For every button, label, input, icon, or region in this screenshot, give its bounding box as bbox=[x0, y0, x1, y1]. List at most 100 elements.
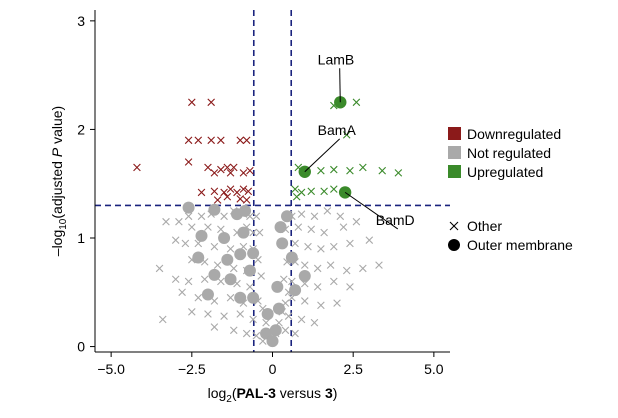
point-down-cross bbox=[188, 98, 196, 107]
cross-stroke bbox=[249, 228, 257, 237]
point-up-cross bbox=[330, 185, 338, 193]
cross-stroke bbox=[133, 163, 141, 172]
cross-stroke bbox=[352, 98, 361, 107]
point-down-cross bbox=[197, 188, 206, 197]
point-notreg-cross bbox=[313, 264, 322, 273]
point-notreg-cross bbox=[171, 275, 180, 284]
cross-stroke bbox=[239, 299, 248, 307]
point-notreg-cross bbox=[326, 261, 335, 269]
cross-stroke bbox=[204, 163, 212, 172]
point-notreg-cross bbox=[288, 277, 296, 286]
cross-stroke bbox=[259, 304, 267, 313]
annotation-lamb: LamB bbox=[318, 51, 354, 103]
point-notreg-circle bbox=[247, 291, 260, 304]
point-notreg-cross bbox=[246, 283, 254, 291]
cross-stroke bbox=[342, 131, 351, 139]
cross-stroke bbox=[294, 223, 303, 231]
point-notreg-cross bbox=[310, 212, 319, 221]
y-tick-label: 2 bbox=[77, 121, 85, 137]
point-notreg-circle bbox=[237, 226, 250, 239]
cross-stroke bbox=[226, 185, 235, 193]
cross-stroke bbox=[184, 277, 193, 286]
cross-stroke bbox=[291, 239, 299, 248]
cross-stroke bbox=[294, 163, 303, 172]
cross-stroke bbox=[244, 187, 253, 196]
point-notreg-cross bbox=[210, 323, 219, 331]
point-notreg-cross bbox=[178, 288, 186, 297]
cross-stroke bbox=[200, 275, 209, 284]
cross-stroke bbox=[394, 169, 403, 177]
point-notreg-circle bbox=[285, 251, 298, 264]
point-down-cross bbox=[236, 136, 245, 145]
point-notreg-circle bbox=[195, 229, 208, 242]
point-notreg-cross bbox=[330, 277, 338, 286]
annotation-leader bbox=[344, 191, 399, 230]
cross-stroke bbox=[162, 217, 170, 226]
cross-stroke bbox=[280, 275, 288, 284]
cross-stroke bbox=[246, 283, 254, 291]
cross-stroke bbox=[255, 228, 264, 237]
cross-stroke bbox=[171, 275, 180, 284]
point-notreg-cross bbox=[249, 228, 257, 237]
legend-circle bbox=[448, 239, 460, 251]
legend-item-downregulated: Downregulated bbox=[448, 126, 561, 142]
cross-stroke bbox=[242, 136, 251, 145]
point-notreg-circle bbox=[274, 221, 287, 234]
point-notreg-circle bbox=[218, 232, 231, 244]
cross-stroke bbox=[246, 212, 254, 221]
point-notreg-cross bbox=[217, 225, 225, 234]
point-up-cross bbox=[307, 187, 316, 196]
point-notreg-cross bbox=[188, 223, 196, 231]
point-up-cross bbox=[330, 165, 338, 174]
cross-stroke bbox=[226, 245, 235, 253]
point-up-cross bbox=[317, 166, 325, 175]
cross-stroke bbox=[217, 225, 225, 234]
point-notreg-cross bbox=[188, 308, 196, 316]
point-down-cross bbox=[239, 185, 248, 193]
cross-stroke bbox=[352, 217, 361, 226]
cross-stroke bbox=[342, 266, 351, 275]
point-notreg-cross bbox=[204, 310, 212, 318]
cross-stroke bbox=[158, 315, 167, 324]
cross-stroke bbox=[220, 312, 228, 320]
x-tick-label: 5.0 bbox=[424, 361, 444, 377]
cross-stroke bbox=[242, 329, 251, 338]
point-notreg-circle bbox=[182, 201, 195, 214]
cross-stroke bbox=[281, 326, 290, 335]
cross-stroke bbox=[288, 277, 296, 286]
y-axis-title: –log10(adjusted P value) bbox=[49, 106, 69, 256]
annotation-bama: BamA bbox=[304, 122, 356, 173]
cross-stroke bbox=[320, 228, 328, 237]
point-notreg-circle bbox=[243, 264, 256, 277]
y-tick-label: 1 bbox=[77, 230, 85, 246]
cross-stroke bbox=[310, 318, 319, 327]
point-down-cross bbox=[184, 158, 193, 166]
cross-stroke bbox=[307, 225, 316, 234]
point-notreg-cross bbox=[317, 301, 325, 310]
point-notreg-cross bbox=[317, 245, 325, 253]
cross-stroke bbox=[330, 242, 338, 251]
cross-stroke bbox=[194, 136, 203, 145]
cross-stroke bbox=[217, 165, 225, 174]
legend-item-upregulated: Upregulated bbox=[448, 164, 543, 180]
axes: −5.0 −2.5 0 2.5 5.0 0 1 2 3 log2(PAL-3 versus 3) –… bbox=[49, 10, 450, 405]
point-notreg-cross bbox=[255, 228, 264, 237]
point-down-cross bbox=[236, 195, 245, 203]
point-notreg-cross bbox=[155, 264, 164, 273]
legend-label: Upregulated bbox=[467, 164, 543, 180]
point-down-cross bbox=[226, 185, 235, 193]
point-notreg-circle bbox=[247, 247, 260, 260]
legend-label: Not regulated bbox=[467, 145, 551, 161]
cross-stroke bbox=[239, 169, 248, 177]
point-notreg-cross bbox=[320, 228, 328, 237]
point-notreg-cross bbox=[280, 275, 288, 284]
point-notreg-cross bbox=[220, 212, 228, 221]
legend-cross-stroke bbox=[449, 221, 459, 231]
cross-stroke bbox=[181, 239, 190, 248]
cross-stroke bbox=[297, 315, 306, 324]
point-notreg-cross bbox=[184, 277, 193, 286]
cross-stroke bbox=[378, 166, 387, 175]
cross-stroke bbox=[346, 239, 354, 248]
point-notreg-cross bbox=[210, 242, 219, 251]
point-down-cross bbox=[242, 136, 251, 145]
